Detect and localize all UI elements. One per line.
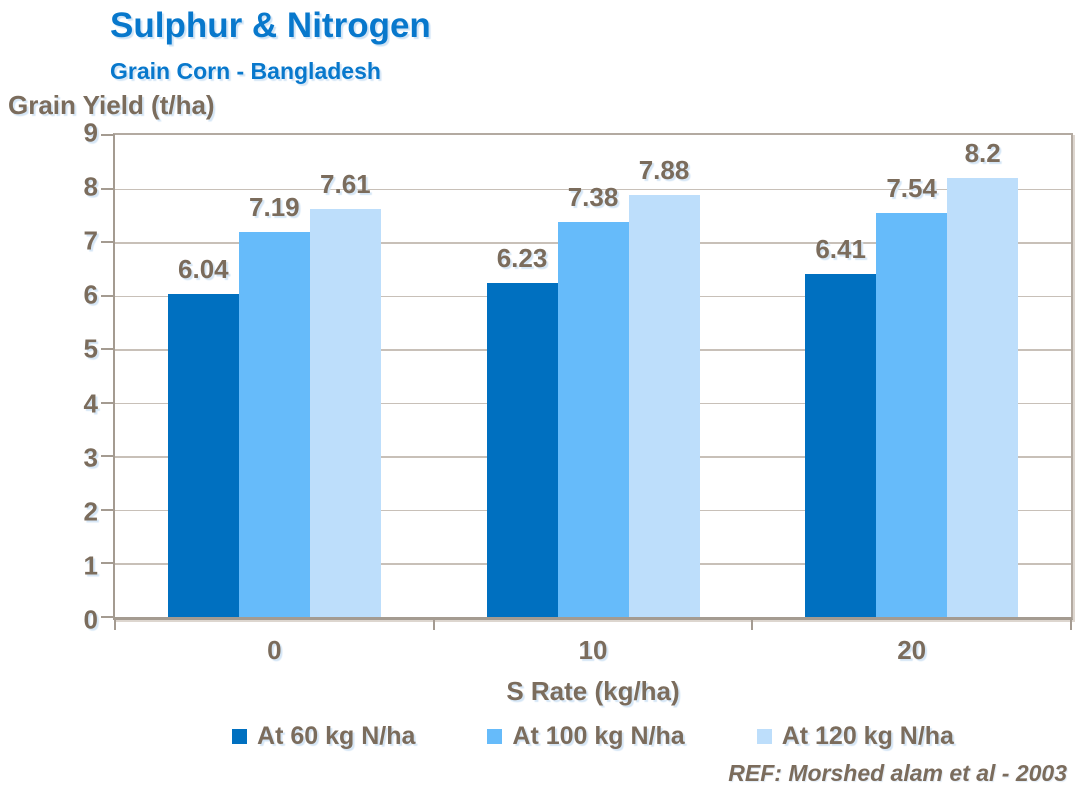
legend-item: At 60 kg N/ha <box>232 722 415 751</box>
y-tick-label: 3 <box>83 442 98 473</box>
y-tick-label: 5 <box>83 333 98 364</box>
bar-value-label: 7.38 <box>567 181 619 212</box>
legend: At 60 kg N/ha At 100 kg N/ha At 120 kg N/h… <box>113 722 1073 751</box>
legend-label: At 120 kg N/ha <box>781 722 954 750</box>
x-tick-label: 0 <box>267 635 282 665</box>
chart-title: Sulphur & Nitrogen <box>110 6 431 45</box>
y-axis-tick <box>101 348 115 351</box>
bar-value-label: 7.54 <box>886 173 937 204</box>
bar-value-label: 6.41 <box>815 233 866 264</box>
x-tick-label: 10 <box>578 635 608 665</box>
x-axis-tick <box>114 617 116 630</box>
legend-swatch-icon <box>232 729 248 744</box>
x-axis-title: S Rate (kg/ha) <box>506 676 680 706</box>
bar-value-label: 6.23 <box>496 243 548 274</box>
bar <box>628 194 700 617</box>
x-tick-label: 20 <box>897 635 927 665</box>
bar-value-label: 7.88 <box>638 154 690 185</box>
bar <box>309 209 381 617</box>
x-axis-tick <box>751 617 754 630</box>
bar-value-label: 8.2 <box>964 137 1001 168</box>
reference-note: REF: Morshed alam et al - 2003 <box>728 760 1067 786</box>
y-tick-label: 6 <box>83 279 98 310</box>
bar-value-label: 6.04 <box>178 253 229 284</box>
y-axis-tick <box>101 134 115 136</box>
legend-label: At 60 kg N/ha <box>257 722 416 750</box>
legend-item: At 120 kg N/ha <box>756 722 954 751</box>
legend-swatch-icon <box>756 729 772 744</box>
y-axis-tick <box>101 401 115 404</box>
x-axis-tick <box>432 617 435 630</box>
legend-swatch-icon <box>487 729 503 744</box>
y-axis-tick <box>101 616 115 618</box>
gridline <box>115 188 1071 191</box>
y-tick-label: 7 <box>83 225 98 256</box>
legend-item: At 100 kg N/ha <box>487 722 685 751</box>
bar <box>876 213 948 617</box>
y-tick-label: 2 <box>83 496 98 527</box>
y-axis-tick <box>101 294 115 297</box>
bar <box>557 221 629 617</box>
legend-label: At 100 kg N/ha <box>512 722 685 750</box>
y-axis-tick <box>101 187 115 190</box>
y-axis-tick <box>101 241 115 244</box>
y-axis-tick <box>101 455 115 458</box>
y-axis-title: Grain Yield (t/ha) <box>8 90 215 120</box>
y-tick-label: 4 <box>83 388 98 419</box>
x-axis-tick <box>1070 617 1072 630</box>
y-tick-label: 9 <box>83 117 98 148</box>
y-axis-labels: 0 1 2 3 4 5 6 7 8 9 <box>30 118 98 635</box>
bar-value-label: 7.61 <box>320 169 371 200</box>
chart-subtitle: Grain Corn - Bangladesh <box>110 58 381 84</box>
plot-area: 6.04 7.19 7.61 0 6.23 7.38 7.88 10 6.41 7.54 8.2 20 <box>101 133 1073 665</box>
bar <box>486 283 558 617</box>
y-axis-tick <box>101 508 115 511</box>
y-tick-label: 8 <box>83 171 98 202</box>
y-axis-tick <box>101 562 115 565</box>
bar <box>947 177 1019 617</box>
y-tick-label: 1 <box>83 550 98 581</box>
bar <box>238 231 310 617</box>
y-tick-label: 0 <box>83 604 98 635</box>
bar-value-label: 7.19 <box>249 191 300 222</box>
bar <box>805 273 877 617</box>
bar <box>167 293 239 617</box>
